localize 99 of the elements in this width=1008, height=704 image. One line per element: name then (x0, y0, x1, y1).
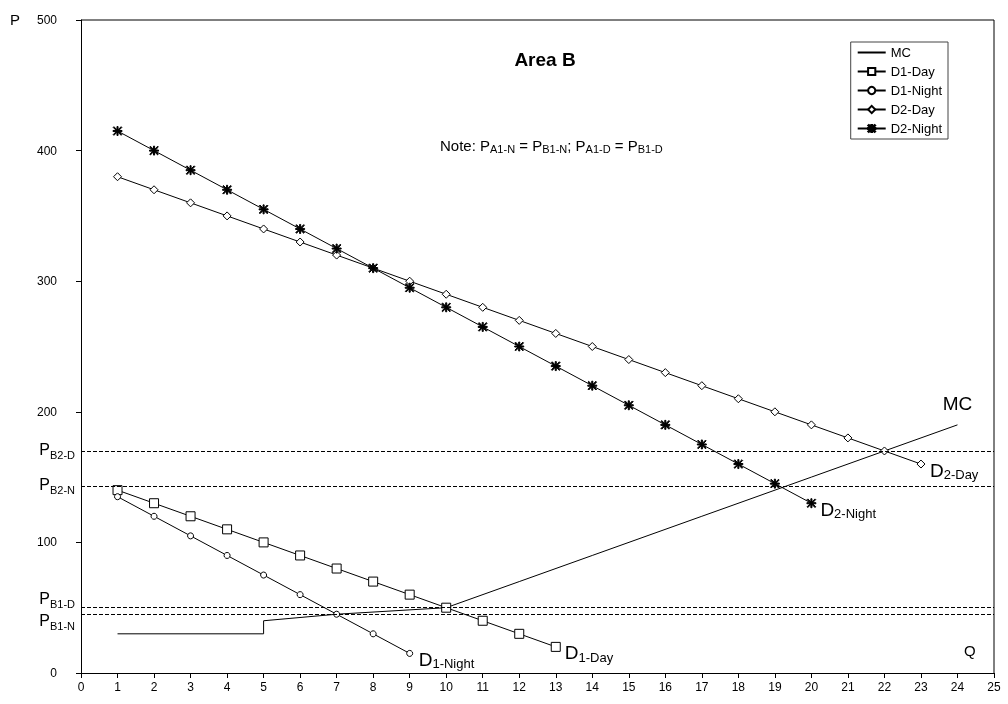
point (149, 185, 159, 195)
point (551, 328, 561, 338)
x-tick-label: 11 (476, 680, 490, 694)
x-tick-label: 8 (369, 680, 377, 694)
point (187, 532, 195, 540)
legend-label: D1-Day (890, 64, 936, 79)
y-tick-label: 300 (36, 274, 58, 289)
y-tick-label: 0 (50, 666, 58, 680)
point (222, 211, 232, 221)
ref-line-label: P$_{B2-N}$ (39, 475, 75, 499)
x-tick-label: 13 (549, 680, 563, 694)
legend-label: D1-Night (890, 83, 943, 98)
point (587, 380, 598, 391)
x-tick-label: 3 (187, 680, 195, 694)
point (478, 302, 488, 312)
point (150, 512, 158, 520)
y-tick-label: 100 (36, 535, 58, 550)
annotation: MC (942, 392, 973, 414)
point (477, 615, 488, 626)
x-tick-label: 12 (512, 680, 527, 694)
point (185, 165, 196, 176)
x-tick-label: 20 (804, 680, 819, 694)
x-tick-label: 15 (622, 680, 636, 694)
point (660, 419, 671, 430)
text: Area B (514, 49, 576, 70)
point (222, 524, 233, 535)
point (769, 478, 780, 489)
x-tick-label: 2 (150, 680, 158, 694)
point (843, 433, 853, 443)
point (733, 459, 744, 470)
y-tick-label: 200 (36, 404, 58, 419)
point (185, 511, 196, 522)
ref-line-label: P$_{B1-N}$ (39, 610, 75, 635)
legend-label: MC (890, 45, 911, 60)
point (113, 172, 123, 182)
x-tick-label: 0 (77, 680, 85, 694)
point (149, 145, 160, 156)
point (514, 315, 524, 325)
ref-line-label: P$_{B1-D}$ (39, 589, 75, 611)
legend-label: D2-Day (890, 102, 936, 117)
point (295, 237, 305, 247)
point (223, 551, 231, 559)
x-axis-title: Q (964, 642, 976, 659)
point (368, 576, 379, 587)
point (296, 591, 304, 599)
x-tick-label: 6 (296, 680, 304, 694)
y-tick-label: 500 (36, 13, 58, 27)
point (260, 571, 268, 579)
x-tick-label: 9 (406, 680, 414, 694)
point (112, 126, 123, 137)
point (624, 355, 634, 365)
point (259, 224, 269, 234)
y-axis-title: P (10, 11, 21, 28)
point (697, 381, 707, 391)
ref-line-label: P$_{B2-D}$ (39, 439, 75, 464)
x-tick-label: 7 (333, 680, 341, 694)
x-tick-label: 5 (260, 680, 268, 694)
x-tick-label: 18 (731, 680, 746, 694)
y-tick-label: 400 (36, 143, 58, 158)
x-tick-label: 23 (914, 680, 928, 694)
x-tick-label: 16 (658, 680, 673, 694)
point (404, 589, 415, 600)
point (258, 537, 269, 548)
x-tick-label: 25 (987, 680, 1001, 694)
x-tick-label: 14 (585, 680, 600, 694)
legend-label: D2-Night (890, 121, 943, 136)
point (295, 550, 306, 561)
x-tick-label: 21 (841, 680, 855, 694)
point (806, 420, 816, 430)
point (514, 341, 525, 352)
point (441, 289, 451, 299)
point (149, 498, 160, 509)
point (406, 649, 414, 657)
point (550, 641, 561, 652)
point (806, 498, 817, 509)
point (186, 198, 196, 208)
point (258, 204, 269, 215)
x-tick-label: 22 (877, 680, 892, 694)
point (696, 439, 707, 450)
point (331, 563, 342, 574)
point (441, 302, 452, 313)
point (404, 282, 415, 293)
x-tick-label: 4 (223, 680, 231, 694)
point (114, 493, 122, 501)
x-tick-label: 10 (439, 680, 454, 694)
x-tick-label: 19 (768, 680, 782, 694)
point (587, 342, 597, 351)
point (331, 243, 342, 254)
point (916, 459, 926, 469)
point (441, 602, 452, 613)
point (514, 628, 525, 639)
x-tick-label: 1 (114, 680, 122, 694)
x-tick-label: 17 (695, 680, 709, 694)
x-tick-label: 24 (950, 680, 965, 694)
point (733, 394, 743, 404)
point (369, 630, 377, 638)
point (770, 407, 780, 417)
point (477, 321, 488, 332)
point (660, 368, 670, 378)
